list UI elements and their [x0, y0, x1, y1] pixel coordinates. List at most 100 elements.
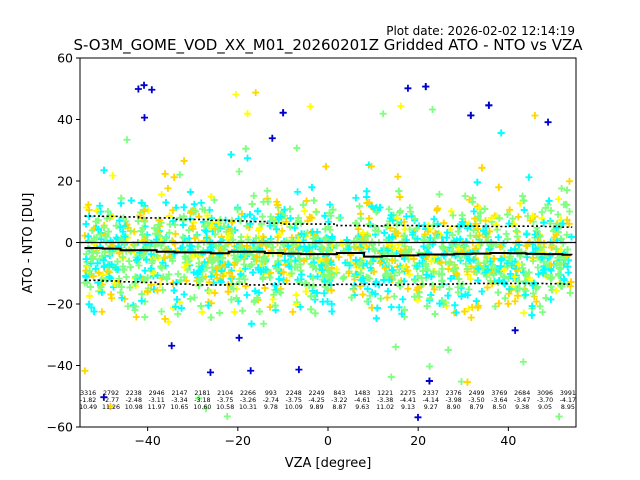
data-point [169, 206, 177, 214]
chart-subtitle: Plot date: 2026-02-02 12:14:19 [386, 24, 575, 38]
data-point [489, 261, 496, 269]
data-point [542, 294, 550, 302]
data-point [297, 271, 305, 279]
bin-count-label: 3769 [491, 390, 507, 397]
data-point [309, 262, 317, 270]
data-point [394, 173, 402, 181]
data-point [422, 260, 430, 268]
data-point [262, 266, 270, 274]
data-point [465, 285, 473, 293]
data-point [306, 103, 314, 111]
data-point [154, 271, 162, 279]
data-point [350, 286, 358, 294]
y-axis-label: ATO - NTO [DU] [21, 193, 36, 294]
data-point [454, 228, 462, 236]
data-point [204, 302, 212, 310]
y-tick-label: 0 [65, 235, 73, 250]
data-point [177, 276, 185, 284]
data-point [327, 286, 335, 294]
bin-std-label: 8.79 [469, 404, 483, 411]
data-point [180, 203, 188, 211]
data-point [219, 272, 227, 280]
bin-count-label: 2181 [194, 390, 210, 397]
data-point [232, 294, 240, 302]
data-point [497, 270, 505, 278]
data-point [204, 286, 212, 294]
data-point [190, 293, 198, 301]
data-point [466, 257, 474, 265]
data-point [532, 227, 540, 235]
data-point [398, 237, 406, 245]
bin-std-label: 9.78 [264, 404, 278, 411]
data-point [99, 271, 107, 279]
data-point [445, 258, 453, 266]
data-point [254, 207, 262, 215]
data-point [207, 313, 215, 321]
data-point [225, 261, 233, 269]
data-point [299, 246, 307, 254]
data-point [327, 274, 335, 282]
data-point [328, 300, 336, 308]
data-point [425, 377, 433, 385]
bin-count-label: 2147 [171, 390, 187, 397]
data-point [521, 291, 529, 299]
data-point [321, 277, 329, 285]
data-point [487, 214, 495, 222]
data-point [180, 212, 188, 220]
data-point [106, 403, 114, 411]
data-point [172, 303, 180, 311]
data-point [449, 211, 457, 219]
data-point [203, 264, 211, 272]
data-point [364, 232, 372, 240]
data-point [117, 194, 125, 202]
data-point [404, 266, 412, 274]
data-point [503, 210, 511, 218]
data-point [519, 192, 527, 200]
data-point [483, 273, 491, 281]
data-point [457, 378, 465, 386]
data-point [316, 237, 324, 245]
data-point [116, 289, 124, 297]
data-point [82, 272, 90, 280]
data-point [540, 219, 548, 227]
data-point [86, 292, 94, 300]
data-point [387, 303, 395, 311]
data-point [333, 241, 341, 249]
data-point [309, 235, 317, 243]
data-point [202, 405, 210, 413]
data-point [102, 233, 110, 241]
data-point [486, 257, 494, 265]
data-point [430, 285, 438, 293]
bin-count-label: 2792 [103, 390, 119, 397]
data-point [241, 212, 249, 220]
data-point [320, 289, 328, 297]
data-point [181, 247, 189, 255]
data-point [258, 213, 266, 221]
data-point [545, 197, 553, 205]
data-point [495, 214, 503, 222]
data-point [153, 252, 161, 260]
data-point [198, 308, 206, 316]
data-point [249, 240, 257, 248]
data-point [220, 222, 228, 230]
bin-count-label: 843 [333, 390, 345, 397]
data-point [474, 225, 482, 233]
data-point [286, 223, 294, 231]
bin-std-label: 10.31 [239, 404, 257, 411]
data-point [474, 277, 482, 285]
data-point [250, 192, 258, 200]
data-point [310, 196, 318, 204]
data-point [179, 233, 187, 241]
data-point [318, 247, 326, 255]
data-point [399, 263, 407, 271]
data-point [514, 267, 522, 275]
bin-count-label: 2238 [126, 390, 142, 397]
data-point [153, 287, 161, 295]
scatter-points [81, 81, 575, 421]
data-point [279, 268, 287, 276]
data-point [552, 224, 560, 232]
data-point [282, 218, 290, 226]
data-point [312, 208, 320, 216]
data-point [114, 266, 122, 274]
data-point [364, 285, 372, 293]
